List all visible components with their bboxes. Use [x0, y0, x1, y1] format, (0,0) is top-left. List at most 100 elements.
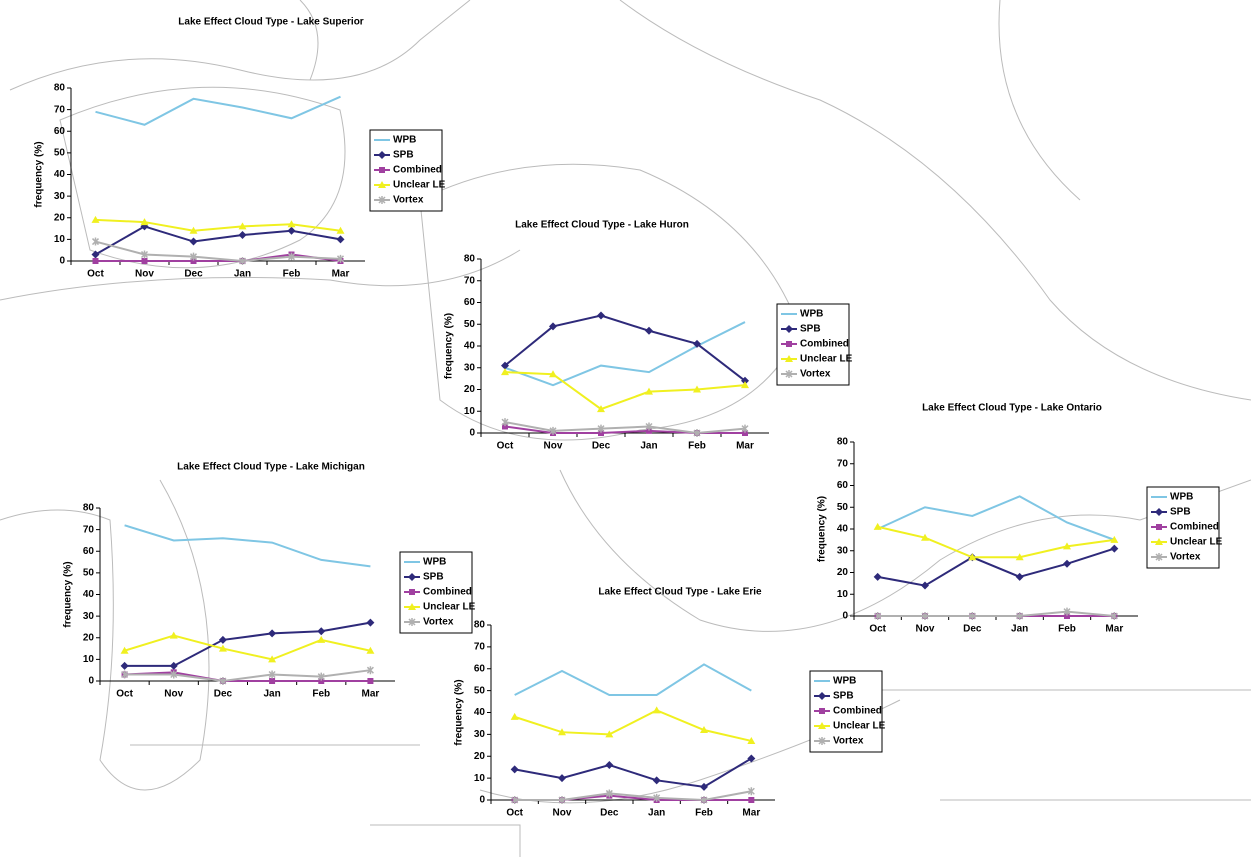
chart: Lake Effect Cloud Type - Lake Erie freque…	[454, 587, 886, 819]
legend-marker	[1156, 524, 1162, 530]
legend-marker	[786, 341, 792, 347]
legend-marker	[408, 573, 416, 581]
chart-title: Lake Effect Cloud Type - Lake Huron	[515, 220, 689, 231]
legend-label: Vortex	[393, 195, 424, 206]
marker	[1016, 612, 1024, 620]
series-line	[95, 240, 341, 263]
legend-label: WPB	[393, 135, 416, 146]
marker	[605, 761, 614, 769]
chart-title: Lake Effect Cloud Type - Lake Michigan	[177, 462, 365, 473]
marker	[219, 677, 227, 685]
chart-title: Lake Effect Cloud Type - Lake Ontario	[922, 403, 1102, 414]
marker	[748, 797, 755, 803]
marker	[549, 370, 557, 378]
marker	[1064, 613, 1070, 619]
marker	[741, 376, 749, 385]
legend-label: Combined	[1170, 522, 1219, 533]
marker	[510, 765, 519, 774]
series-line	[95, 253, 341, 262]
marker	[218, 635, 227, 644]
marker	[269, 678, 276, 684]
marker	[287, 252, 296, 261]
legend-marker	[818, 737, 826, 745]
marker	[238, 257, 247, 265]
series-line	[95, 225, 341, 256]
marker	[693, 385, 701, 393]
y-tick-label: 70	[464, 275, 476, 286]
y-tick-label: 70	[474, 642, 486, 653]
marker	[189, 237, 198, 246]
x-tick-label: Mar	[742, 808, 760, 819]
y-tick-label: 40	[474, 707, 486, 718]
marker	[367, 678, 374, 684]
marker	[317, 627, 326, 636]
marker	[501, 368, 509, 376]
legend-label: SPB	[423, 572, 444, 583]
y-tick-label: 30	[837, 545, 849, 556]
y-axis-label: frequency (%)	[817, 496, 828, 562]
series-line	[124, 669, 371, 683]
series-line	[514, 790, 752, 802]
legend-marker	[785, 325, 793, 333]
marker	[605, 730, 614, 738]
x-tick-label: Jan	[648, 808, 665, 819]
y-tick-label: 80	[837, 437, 849, 448]
legend-label: Unclear LE	[1170, 537, 1223, 548]
marker	[170, 670, 178, 679]
chart: Lake Effect Cloud Type - Lake Huron frequ…	[444, 220, 853, 452]
marker	[511, 796, 519, 804]
y-tick-label: 0	[469, 428, 475, 439]
marker	[501, 418, 509, 427]
marker	[747, 754, 756, 763]
series-line	[124, 671, 371, 682]
x-tick-label: Dec	[592, 441, 611, 452]
marker	[741, 381, 749, 389]
marker	[1063, 542, 1071, 550]
series-line	[514, 757, 752, 788]
x-tick-label: Nov	[916, 624, 935, 635]
x-tick-label: Oct	[116, 689, 133, 700]
marker	[336, 235, 345, 244]
y-tick-label: 10	[83, 654, 95, 665]
marker	[968, 612, 976, 620]
marker	[317, 672, 325, 681]
x-tick-label: Feb	[283, 269, 301, 280]
marker	[140, 218, 149, 226]
y-tick-label: 50	[464, 319, 476, 330]
marker	[653, 793, 661, 802]
y-tick-label: 60	[464, 297, 476, 308]
series-line	[877, 525, 1115, 559]
legend: WPB SPB Combined Unclear LE Vortex	[809, 670, 886, 753]
marker	[645, 422, 653, 431]
x-tick-label: Dec	[600, 808, 619, 819]
x-tick-label: Feb	[695, 808, 713, 819]
marker	[1063, 607, 1071, 616]
legend: WPB SPB Combined Unclear LE Vortex	[369, 129, 446, 212]
legend: WPB SPB Combined Unclear LE Vortex	[399, 551, 476, 634]
x-tick-label: Feb	[312, 689, 330, 700]
series-line	[504, 314, 746, 382]
marker	[189, 252, 198, 261]
x-tick-label: Nov	[553, 808, 572, 819]
legend-label: SPB	[833, 691, 854, 702]
marker	[645, 387, 653, 395]
x-tick-label: Jan	[263, 689, 280, 700]
marker	[336, 254, 345, 263]
y-tick-label: 10	[464, 406, 476, 417]
y-tick-label: 40	[83, 589, 95, 600]
y-tick-label: 40	[837, 524, 849, 535]
marker	[510, 712, 519, 720]
legend-marker	[378, 196, 386, 204]
y-tick-label: 40	[54, 169, 66, 180]
legend-label: Combined	[423, 587, 472, 598]
marker	[317, 635, 326, 643]
y-tick-label: 10	[837, 589, 849, 600]
y-tick-label: 0	[59, 256, 65, 267]
marker	[549, 322, 557, 331]
y-tick-label: 20	[464, 384, 476, 395]
marker	[169, 661, 178, 670]
x-tick-label: Jan	[234, 269, 251, 280]
marker	[120, 646, 129, 654]
x-tick-label: Nov	[135, 269, 154, 280]
